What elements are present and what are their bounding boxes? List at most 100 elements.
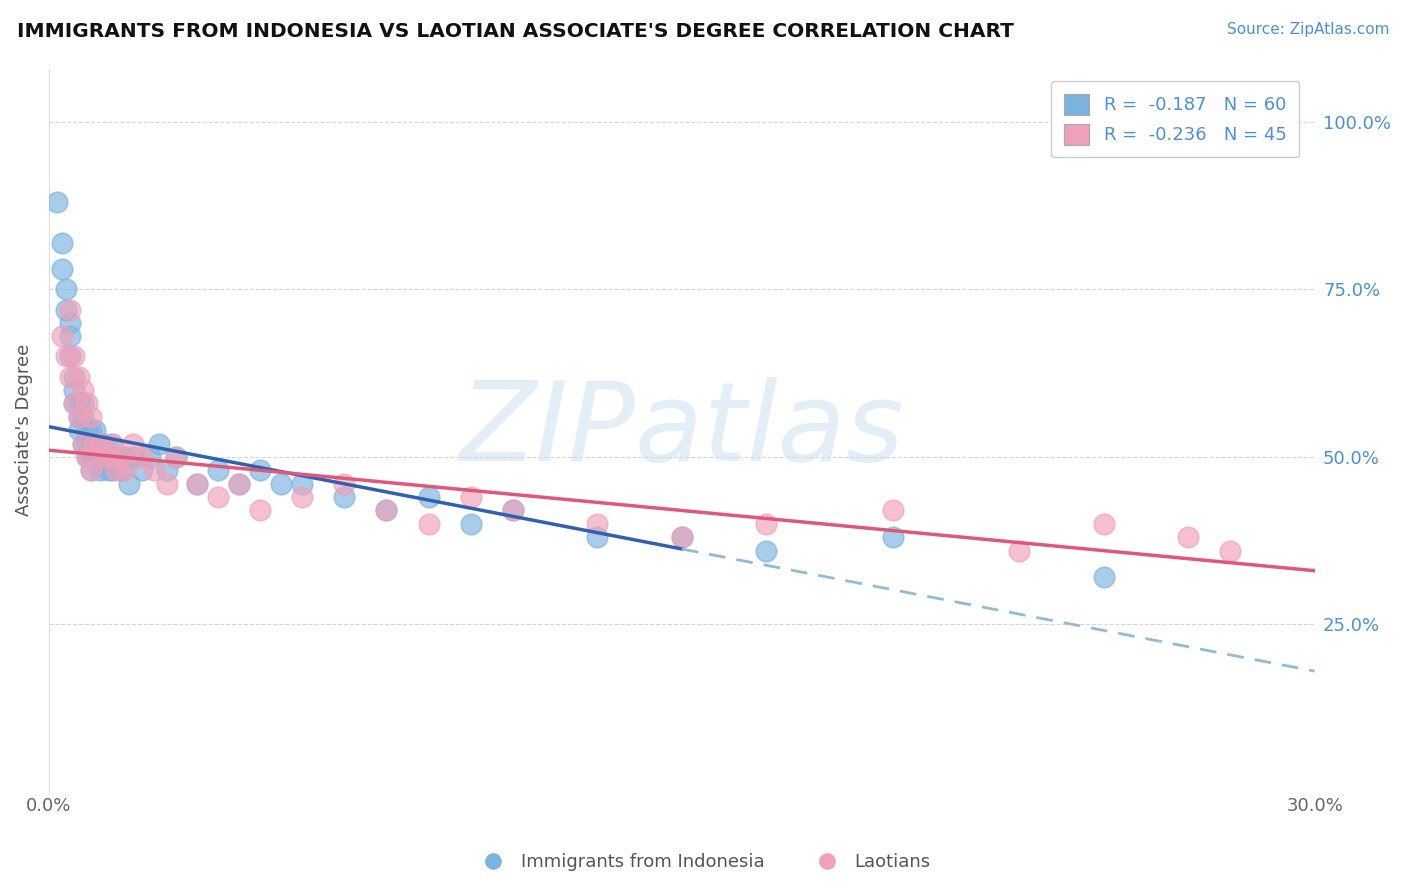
Point <box>89 463 111 477</box>
Point <box>101 436 124 450</box>
Point <box>333 476 356 491</box>
Point <box>114 463 136 477</box>
Point <box>51 235 73 250</box>
Point <box>333 490 356 504</box>
Point <box>502 503 524 517</box>
Point <box>165 450 187 464</box>
Point <box>122 450 145 464</box>
Point <box>55 350 77 364</box>
Point <box>1092 516 1115 531</box>
Point <box>1008 543 1031 558</box>
Point <box>51 262 73 277</box>
Point <box>291 490 314 504</box>
Point <box>418 490 440 504</box>
Text: Source: ZipAtlas.com: Source: ZipAtlas.com <box>1226 22 1389 37</box>
Point <box>63 396 86 410</box>
Point <box>101 436 124 450</box>
Point <box>165 450 187 464</box>
Point <box>80 463 103 477</box>
Point <box>80 409 103 424</box>
Point <box>89 436 111 450</box>
Point <box>67 369 90 384</box>
Point <box>55 283 77 297</box>
Point <box>228 476 250 491</box>
Point <box>228 476 250 491</box>
Point <box>755 543 778 558</box>
Point <box>186 476 208 491</box>
Point <box>207 490 229 504</box>
Point <box>105 463 128 477</box>
Point <box>63 369 86 384</box>
Point <box>63 383 86 397</box>
Point <box>671 530 693 544</box>
Point <box>131 463 153 477</box>
Point <box>76 396 98 410</box>
Point <box>59 369 82 384</box>
Point <box>59 316 82 330</box>
Point <box>72 396 94 410</box>
Legend: R =  -0.187   N = 60, R =  -0.236   N = 45: R = -0.187 N = 60, R = -0.236 N = 45 <box>1052 81 1299 157</box>
Point <box>139 450 162 464</box>
Point <box>46 195 69 210</box>
Point <box>122 436 145 450</box>
Point <box>84 436 107 450</box>
Point <box>375 503 398 517</box>
Point <box>460 490 482 504</box>
Y-axis label: Associate's Degree: Associate's Degree <box>15 344 32 516</box>
Point <box>460 516 482 531</box>
Point <box>156 476 179 491</box>
Point <box>67 409 90 424</box>
Point <box>586 516 609 531</box>
Point <box>76 450 98 464</box>
Point <box>84 450 107 464</box>
Point <box>249 463 271 477</box>
Point <box>55 302 77 317</box>
Point <box>59 302 82 317</box>
Point <box>72 383 94 397</box>
Point <box>80 423 103 437</box>
Point <box>67 423 90 437</box>
Legend: Immigrants from Indonesia, Laotians: Immigrants from Indonesia, Laotians <box>468 847 938 879</box>
Point <box>186 476 208 491</box>
Point <box>110 463 132 477</box>
Point <box>148 436 170 450</box>
Point <box>671 530 693 544</box>
Point <box>375 503 398 517</box>
Point <box>89 436 111 450</box>
Point <box>97 450 120 464</box>
Point <box>1219 543 1241 558</box>
Point <box>84 423 107 437</box>
Point <box>93 450 115 464</box>
Text: IMMIGRANTS FROM INDONESIA VS LAOTIAN ASSOCIATE'S DEGREE CORRELATION CHART: IMMIGRANTS FROM INDONESIA VS LAOTIAN ASS… <box>17 22 1014 41</box>
Point <box>59 350 82 364</box>
Point <box>76 450 98 464</box>
Text: ZIPatlas: ZIPatlas <box>460 376 904 483</box>
Point <box>1177 530 1199 544</box>
Point <box>207 463 229 477</box>
Point <box>156 463 179 477</box>
Point <box>72 409 94 424</box>
Point <box>882 503 904 517</box>
Point <box>105 450 128 464</box>
Point <box>97 463 120 477</box>
Point <box>131 450 153 464</box>
Point <box>1092 570 1115 584</box>
Point <box>110 450 132 464</box>
Point <box>59 329 82 343</box>
Point <box>80 450 103 464</box>
Point <box>114 450 136 464</box>
Point <box>72 436 94 450</box>
Point <box>63 350 86 364</box>
Point <box>143 463 166 477</box>
Point <box>63 396 86 410</box>
Point <box>72 436 94 450</box>
Point <box>291 476 314 491</box>
Point <box>93 450 115 464</box>
Point <box>418 516 440 531</box>
Point <box>118 476 141 491</box>
Point <box>67 409 90 424</box>
Point <box>882 530 904 544</box>
Point <box>80 463 103 477</box>
Point <box>755 516 778 531</box>
Point <box>249 503 271 517</box>
